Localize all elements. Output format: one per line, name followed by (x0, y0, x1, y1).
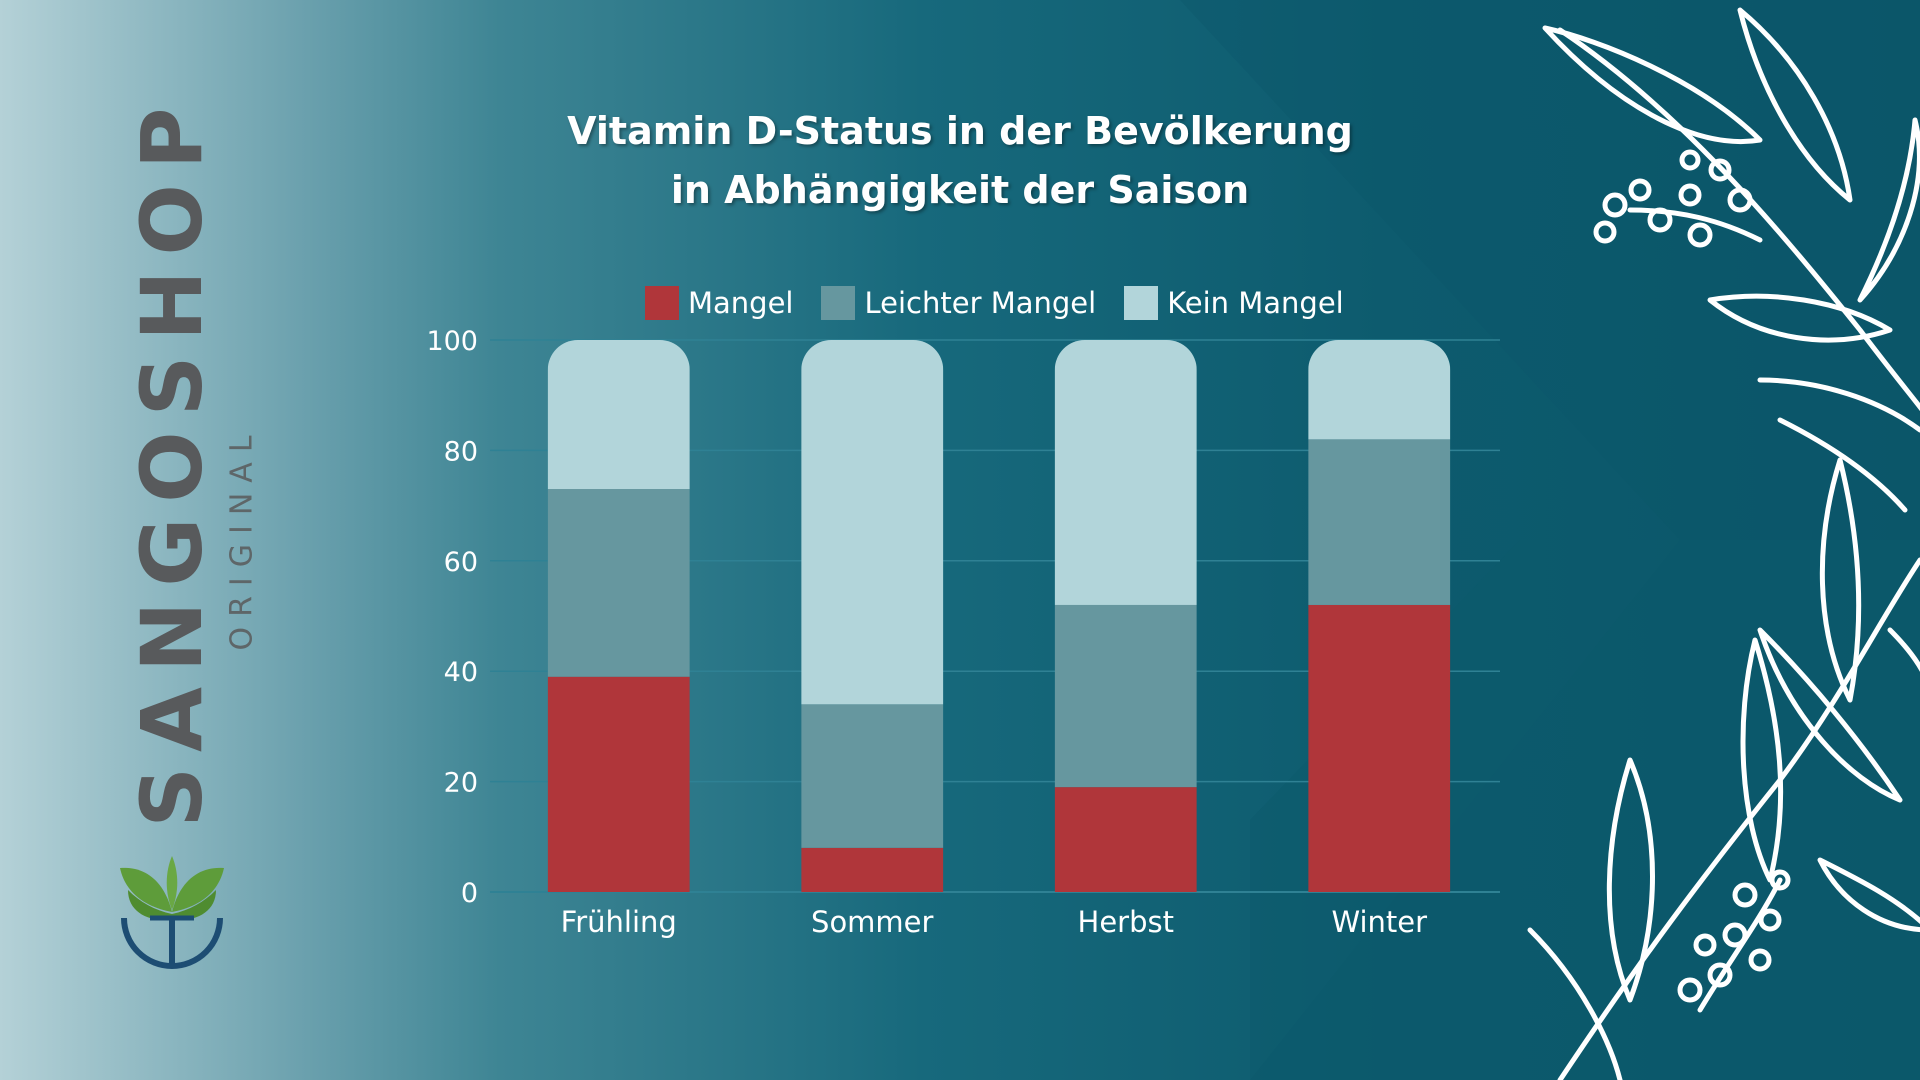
bar-segment-frühling-kein-mangel (547, 340, 690, 490)
x-category-label-1: Sommer (811, 905, 933, 939)
bar-segment-sommer-kein-mangel (801, 340, 944, 705)
bar-stack-1 (801, 340, 944, 892)
y-tick-label-100: 100 (426, 326, 478, 357)
chart-title-line-1: Vitamin D-Status in der Bevölkerung (567, 109, 1353, 153)
legend-label-kein-mangel: Kein Mangel (1167, 286, 1344, 320)
bar-segment-herbst-leichter-mangel (1054, 604, 1197, 788)
chart-title-line-2: in Abhängigkeit der Saison (670, 168, 1250, 212)
legend-item-leichter-mangel: Leichter Mangel (821, 286, 1096, 320)
bar-segment-sommer-leichter-mangel (801, 704, 944, 848)
labels-layer: 0 20 40 60 80 100 Frühling Sommer Herbst Winter (426, 326, 1427, 939)
y-tick-label-60: 60 (444, 547, 478, 578)
bar-segment-winter-leichter-mangel (1308, 439, 1451, 605)
legend-label-mangel: Mangel (688, 286, 794, 320)
y-tick-label-0: 0 (461, 878, 478, 909)
legend-item-kein-mangel: Kein Mangel (1124, 286, 1344, 320)
bar-segment-frühling-mangel (547, 676, 690, 892)
x-category-label-3: Winter (1331, 905, 1427, 939)
bars-layer (547, 340, 1451, 892)
legend-label-leichter-mangel: Leichter Mangel (864, 286, 1097, 320)
bar-segment-sommer-mangel (801, 847, 944, 892)
legend-swatch-mangel (645, 286, 679, 320)
y-tick-label-20: 20 (444, 768, 478, 799)
brand-block: SANGOSHOP ORIGINAL (0, 0, 300, 1080)
bar-segment-winter-kein-mangel (1308, 340, 1451, 440)
bar-segment-frühling-leichter-mangel (547, 489, 690, 677)
y-tick-label-80: 80 (444, 436, 478, 467)
legend-swatch-leichter-mangel (821, 286, 856, 320)
bar-stack-3 (1308, 340, 1451, 892)
legend-swatch-kein-mangel (1124, 286, 1159, 320)
bar-segment-herbst-kein-mangel (1054, 340, 1197, 605)
chart-title: Vitamin D-Status in der Bevölkerung in A… (460, 102, 1460, 220)
bar-segment-winter-mangel (1308, 604, 1451, 892)
y-tick-label-40: 40 (444, 657, 478, 688)
leaf-logo-icon (120, 856, 224, 969)
legend-item-mangel: Mangel (645, 286, 793, 320)
bar-stack-0 (547, 340, 690, 892)
bar-stack-2 (1054, 340, 1197, 892)
x-category-label-2: Herbst (1078, 905, 1174, 939)
chart-legend: Mangel Leichter Mangel Kein Mangel (645, 283, 1344, 323)
x-category-label-0: Frühling (561, 905, 677, 939)
bar-segment-herbst-mangel (1054, 787, 1197, 892)
